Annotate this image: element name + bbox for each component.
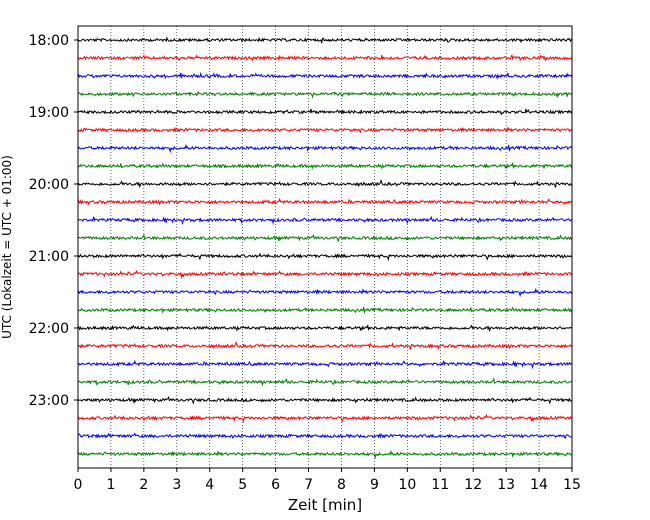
trace-line-19 [77, 377, 573, 387]
y-tick-label-0: 18:00 [29, 33, 69, 49]
x-tick-label-6: 6 [271, 477, 280, 493]
y-axis-label: UTC (Lokalzeit = UTC + 01:00) [0, 155, 14, 339]
trace-line-1 [77, 53, 573, 62]
trace-line-11 [77, 233, 573, 243]
trace-line-0 [77, 36, 573, 44]
trace-line-10 [77, 215, 573, 226]
x-tick-label-13: 13 [497, 477, 515, 493]
trace-line-23 [77, 449, 573, 460]
plot-frame [77, 25, 573, 469]
y-tick-label-1: 19:00 [29, 105, 69, 121]
x-tick-label-5: 5 [238, 477, 247, 493]
y-tick-label-5: 23:00 [29, 393, 69, 409]
trace-line-8 [77, 179, 573, 189]
trace-line-21 [77, 413, 573, 424]
x-tick-label-4: 4 [205, 477, 214, 493]
trace-line-5 [77, 126, 573, 134]
x-tick-label-0: 0 [74, 477, 83, 493]
x-tick-label-2: 2 [139, 477, 148, 493]
x-axis-ticks: 0 1 2 3 4 5 6 7 8 9 10 11 12 13 14 15 [74, 468, 581, 493]
trace-line-12 [77, 252, 573, 262]
y-tick-label-4: 22:00 [29, 321, 69, 337]
x-tick-label-8: 8 [337, 477, 346, 493]
trace-line-6 [77, 143, 573, 154]
y-tick-label-3: 21:00 [29, 249, 69, 265]
x-tick-label-11: 11 [431, 477, 449, 493]
x-tick-label-10: 10 [398, 477, 416, 493]
trace-line-9 [77, 197, 573, 206]
x-tick-label-3: 3 [172, 477, 181, 493]
trace-line-7 [77, 162, 573, 170]
x-tick-label-12: 12 [464, 477, 482, 493]
trace-line-13 [77, 269, 573, 280]
trace-line-4 [77, 108, 573, 116]
trace-line-18 [77, 359, 573, 370]
trace-line-2 [77, 71, 573, 81]
x-tick-label-1: 1 [106, 477, 115, 493]
trace-line-15 [77, 306, 573, 315]
x-tick-label-15: 15 [563, 477, 581, 493]
x-tick-label-9: 9 [370, 477, 379, 493]
trace-line-22 [77, 432, 573, 440]
trace-line-20 [77, 395, 573, 405]
x-tick-label-7: 7 [304, 477, 313, 493]
trace-line-14 [77, 287, 573, 298]
trace-lines [77, 36, 573, 460]
x-axis-label: Zeit [min] [288, 496, 362, 514]
x-tick-label-14: 14 [530, 477, 548, 493]
y-tick-label-2: 20:00 [29, 177, 69, 193]
trace-line-3 [77, 90, 573, 99]
trace-line-17 [77, 341, 573, 350]
y-axis-ticks: 18:00 19:00 20:00 21:00 22:00 23:00 [29, 33, 78, 409]
trace-line-16 [77, 324, 573, 333]
